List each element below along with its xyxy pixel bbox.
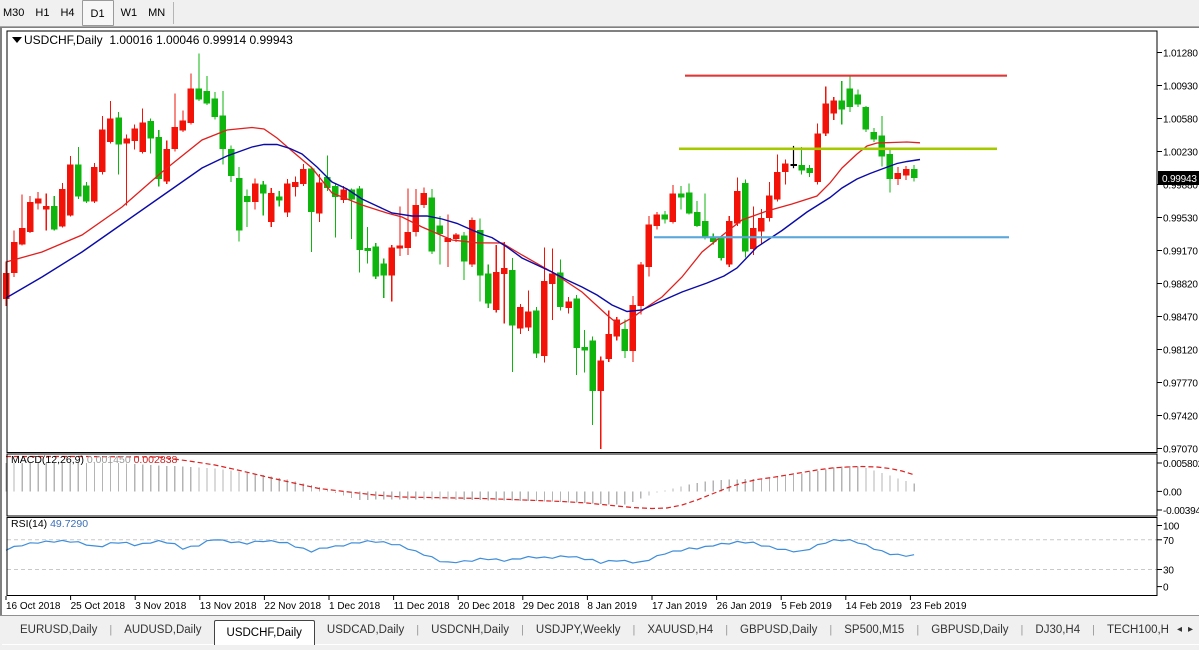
svg-text:17 Jan 2019: 17 Jan 2019 — [652, 601, 707, 612]
svg-text:1.00930: 1.00930 — [1163, 82, 1198, 93]
svg-text:100: 100 — [1163, 522, 1180, 533]
svg-text:0.97770: 0.97770 — [1163, 379, 1198, 390]
svg-text:29 Dec 2018: 29 Dec 2018 — [523, 601, 580, 612]
svg-text:0.98820: 0.98820 — [1163, 280, 1198, 291]
svg-text:0.005802: 0.005802 — [1163, 459, 1199, 470]
svg-text:0.99943: 0.99943 — [1162, 174, 1197, 185]
svg-text:5 Feb 2019: 5 Feb 2019 — [781, 601, 832, 612]
svg-text:0.00: 0.00 — [1163, 487, 1182, 498]
svg-text:20 Dec 2018: 20 Dec 2018 — [458, 601, 515, 612]
svg-text:0.98470: 0.98470 — [1163, 313, 1198, 324]
svg-text:0: 0 — [1163, 583, 1169, 594]
svg-text:0.99530: 0.99530 — [1163, 214, 1198, 225]
svg-text:0.97420: 0.97420 — [1163, 412, 1198, 423]
svg-text:30: 30 — [1163, 566, 1174, 577]
svg-text:1.01280: 1.01280 — [1163, 49, 1198, 60]
svg-text:23 Feb 2019: 23 Feb 2019 — [910, 601, 967, 612]
svg-text:1 Dec 2018: 1 Dec 2018 — [329, 601, 381, 612]
svg-text:8 Jan 2019: 8 Jan 2019 — [587, 601, 637, 612]
svg-text:25 Oct 2018: 25 Oct 2018 — [71, 601, 126, 612]
svg-text:16 Oct 2018: 16 Oct 2018 — [6, 601, 61, 612]
svg-text:RSI(14) 49.7290: RSI(14) 49.7290 — [11, 518, 88, 530]
svg-text:-0.003945: -0.003945 — [1163, 506, 1199, 517]
svg-text:26 Jan 2019: 26 Jan 2019 — [717, 601, 772, 612]
svg-text:14 Feb 2019: 14 Feb 2019 — [846, 601, 903, 612]
svg-text:MACD(12,26,9) 0.001450 0.00283: MACD(12,26,9) 0.001450 0.002838 — [11, 454, 178, 466]
svg-text:0.98120: 0.98120 — [1163, 346, 1198, 357]
svg-text:22 Nov 2018: 22 Nov 2018 — [264, 601, 321, 612]
svg-text:1.00230: 1.00230 — [1163, 148, 1198, 159]
svg-text:1.00580: 1.00580 — [1163, 115, 1198, 126]
svg-text:3 Nov 2018: 3 Nov 2018 — [135, 601, 187, 612]
svg-text:11 Dec 2018: 11 Dec 2018 — [394, 601, 450, 612]
svg-text:70: 70 — [1163, 536, 1174, 547]
svg-text:13 Nov 2018: 13 Nov 2018 — [200, 601, 257, 612]
svg-text:0.99880: 0.99880 — [1163, 181, 1198, 192]
svg-text:0.99170: 0.99170 — [1163, 247, 1198, 258]
svg-text:USDCHF,Daily 1.00016 1.00046: USDCHF,Daily 1.00016 1.00046 0.99914 0.9… — [24, 33, 293, 47]
svg-text:0.97070: 0.97070 — [1163, 445, 1198, 456]
